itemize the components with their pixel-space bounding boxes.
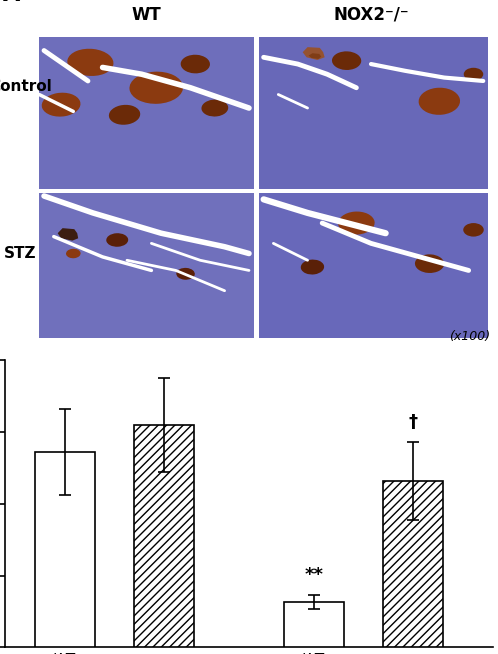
- Bar: [383, 481, 443, 647]
- Text: WT: WT: [131, 6, 161, 24]
- Bar: [39, 37, 254, 189]
- Ellipse shape: [415, 254, 444, 273]
- Polygon shape: [309, 53, 321, 59]
- Polygon shape: [58, 228, 78, 241]
- Ellipse shape: [66, 249, 81, 258]
- Ellipse shape: [301, 260, 324, 275]
- Bar: [259, 37, 488, 189]
- Bar: [35, 453, 95, 647]
- Text: STZ: STZ: [4, 246, 37, 261]
- Ellipse shape: [129, 72, 183, 104]
- Polygon shape: [303, 47, 325, 60]
- Text: A: A: [2, 0, 20, 5]
- Bar: [259, 193, 488, 338]
- Text: **: **: [304, 566, 323, 584]
- Ellipse shape: [109, 105, 140, 125]
- Ellipse shape: [176, 268, 195, 280]
- Ellipse shape: [332, 52, 361, 70]
- Text: NOX2⁻/⁻: NOX2⁻/⁻: [333, 6, 409, 24]
- Ellipse shape: [181, 55, 210, 73]
- Bar: [39, 193, 254, 338]
- Text: Control: Control: [0, 78, 52, 94]
- Ellipse shape: [419, 88, 460, 115]
- Bar: [284, 602, 344, 647]
- Ellipse shape: [42, 93, 81, 116]
- Ellipse shape: [202, 99, 228, 116]
- Bar: [134, 425, 194, 647]
- Ellipse shape: [464, 68, 483, 80]
- Text: †: †: [409, 413, 418, 431]
- Ellipse shape: [67, 49, 114, 76]
- Ellipse shape: [338, 211, 374, 235]
- Ellipse shape: [463, 223, 484, 237]
- Text: (x100): (x100): [450, 330, 491, 343]
- Ellipse shape: [106, 233, 128, 247]
